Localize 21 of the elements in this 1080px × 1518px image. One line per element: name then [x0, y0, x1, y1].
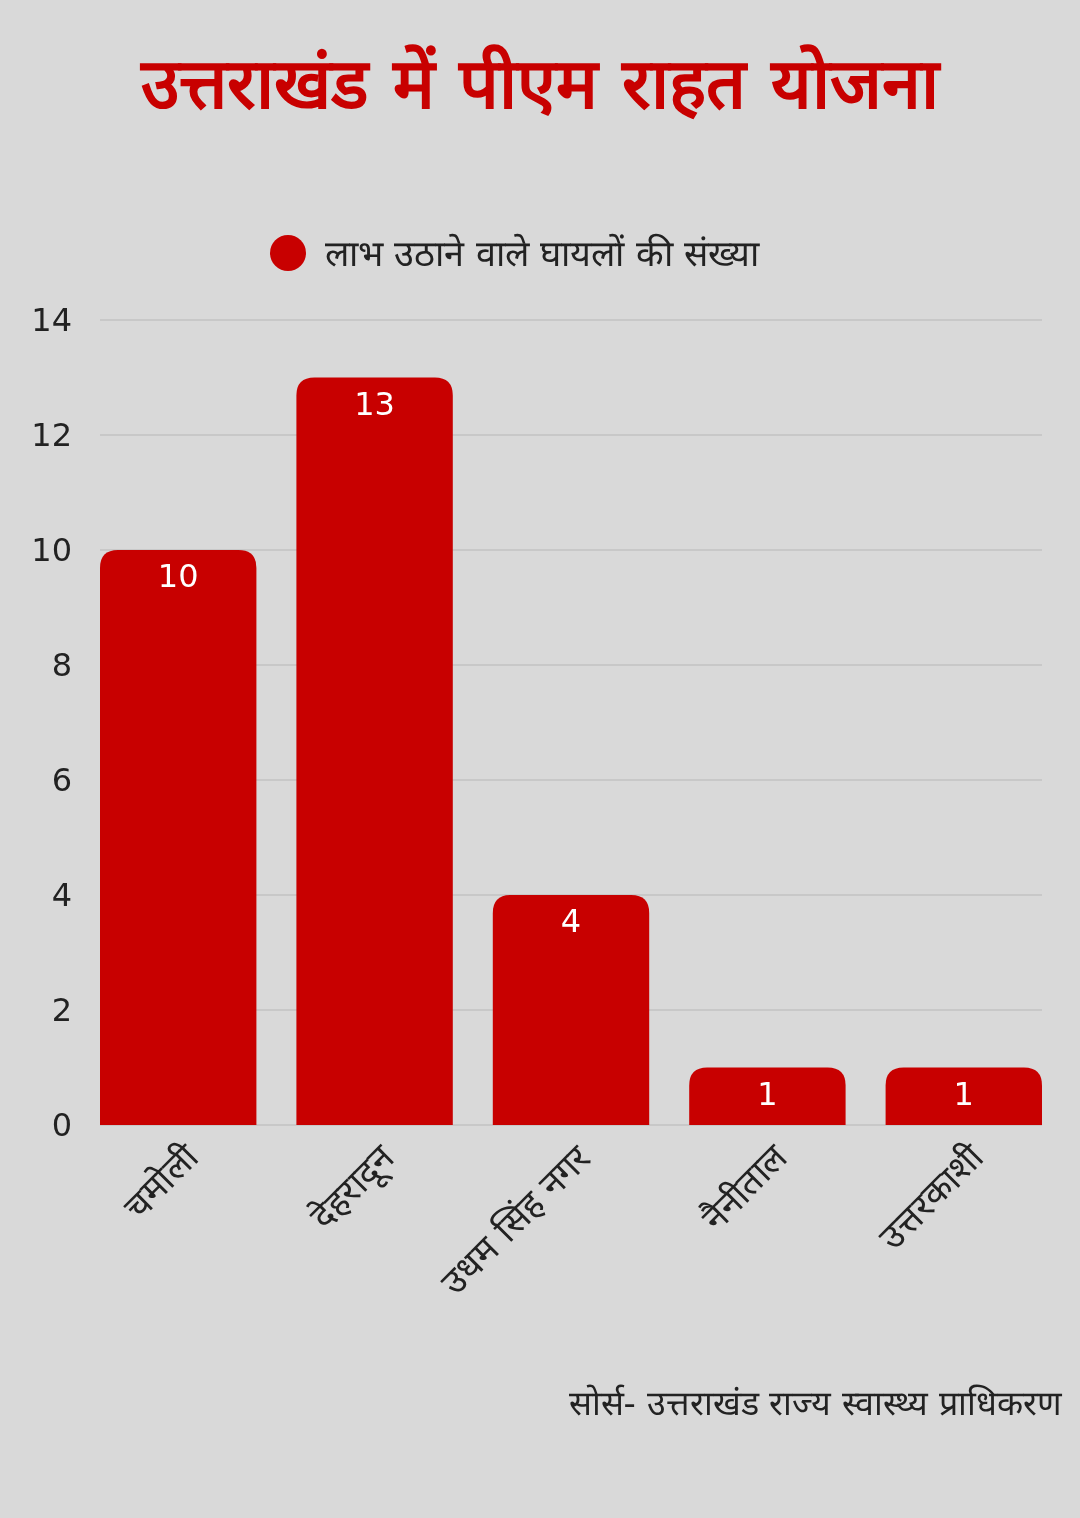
data-label: 10: [157, 557, 199, 595]
y-tick-label: 10: [31, 531, 72, 569]
data-label: 13: [354, 384, 395, 423]
bar: [100, 550, 257, 1125]
bar: [689, 1067, 846, 1125]
y-tick-label: 8: [51, 646, 72, 684]
y-tick-label: 2: [51, 991, 72, 1029]
y-tick-label: 12: [31, 416, 72, 454]
data-label: 1: [953, 1074, 974, 1113]
bar: [492, 895, 650, 1125]
text: सोर्स- उत्तराखंड राज्य स्वास्थ्य प्राधिकरण: [568, 1383, 1063, 1423]
y-tick-label: 0: [51, 1106, 72, 1144]
x-tick-label: उधम सिंह नगर: [432, 1135, 600, 1303]
data-label: 1: [757, 1074, 778, 1113]
bar: [885, 1067, 1042, 1125]
legend-label: लाभ उठाने वाले घायलों की संख्या: [325, 232, 761, 274]
y-tick-label: 4: [51, 876, 72, 914]
y-tick-label: 6: [51, 761, 72, 799]
data-label: 4: [560, 902, 582, 940]
bar: [296, 377, 453, 1125]
y-tick-label: 14: [31, 301, 72, 339]
